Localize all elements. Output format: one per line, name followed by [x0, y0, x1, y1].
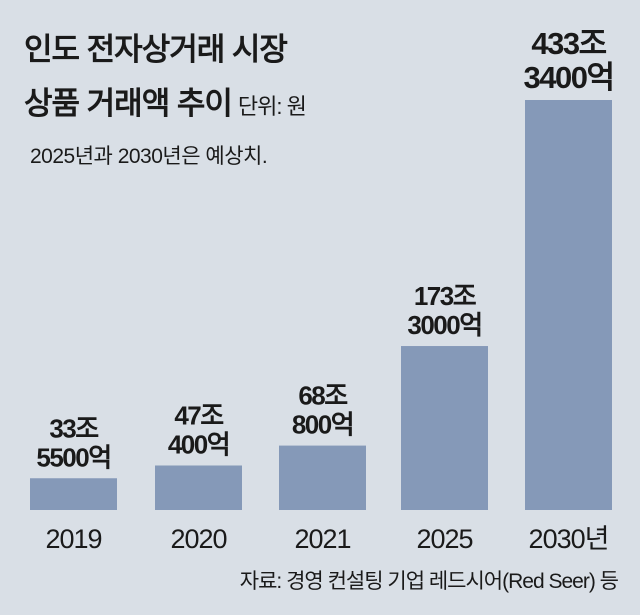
- x-tick-label: 2021: [294, 524, 350, 554]
- data-label: 3000억: [407, 310, 481, 340]
- data-label: 5500억: [36, 442, 110, 472]
- chart-title-line2: 상품 거래액 추이 단위: 원: [24, 78, 307, 123]
- bar-2030년: [525, 100, 612, 510]
- data-label: 400억: [168, 429, 229, 459]
- bar-2019: [30, 478, 117, 510]
- x-tick-label: 2019: [45, 524, 101, 554]
- bar-2021: [279, 445, 366, 510]
- x-tick-label: 2025: [416, 524, 472, 554]
- unit-label: 단위: 원: [237, 94, 307, 119]
- forecast-note: 2025년과 2030년은 예상치.: [30, 145, 268, 168]
- bar-2020: [155, 465, 242, 510]
- data-label: 433조: [531, 26, 606, 61]
- x-tick-label: 2030년: [529, 524, 609, 554]
- bar-2025: [401, 346, 488, 510]
- source-note: 자료: 경영 컨설팅 기업 레드시어(Red Seer) 등: [239, 570, 619, 593]
- data-label: 173조: [414, 281, 477, 311]
- chart-title-line2-text: 상품 거래액 추이: [24, 86, 233, 121]
- data-label: 3400억: [524, 60, 614, 95]
- data-label: 800억: [292, 410, 353, 440]
- data-label: 33조: [49, 413, 99, 443]
- data-label: 68조: [298, 381, 348, 411]
- data-label: 47조: [174, 400, 224, 430]
- chart-title-line1: 인도 전자상거래 시장: [24, 32, 288, 67]
- x-tick-label: 2020: [170, 524, 226, 554]
